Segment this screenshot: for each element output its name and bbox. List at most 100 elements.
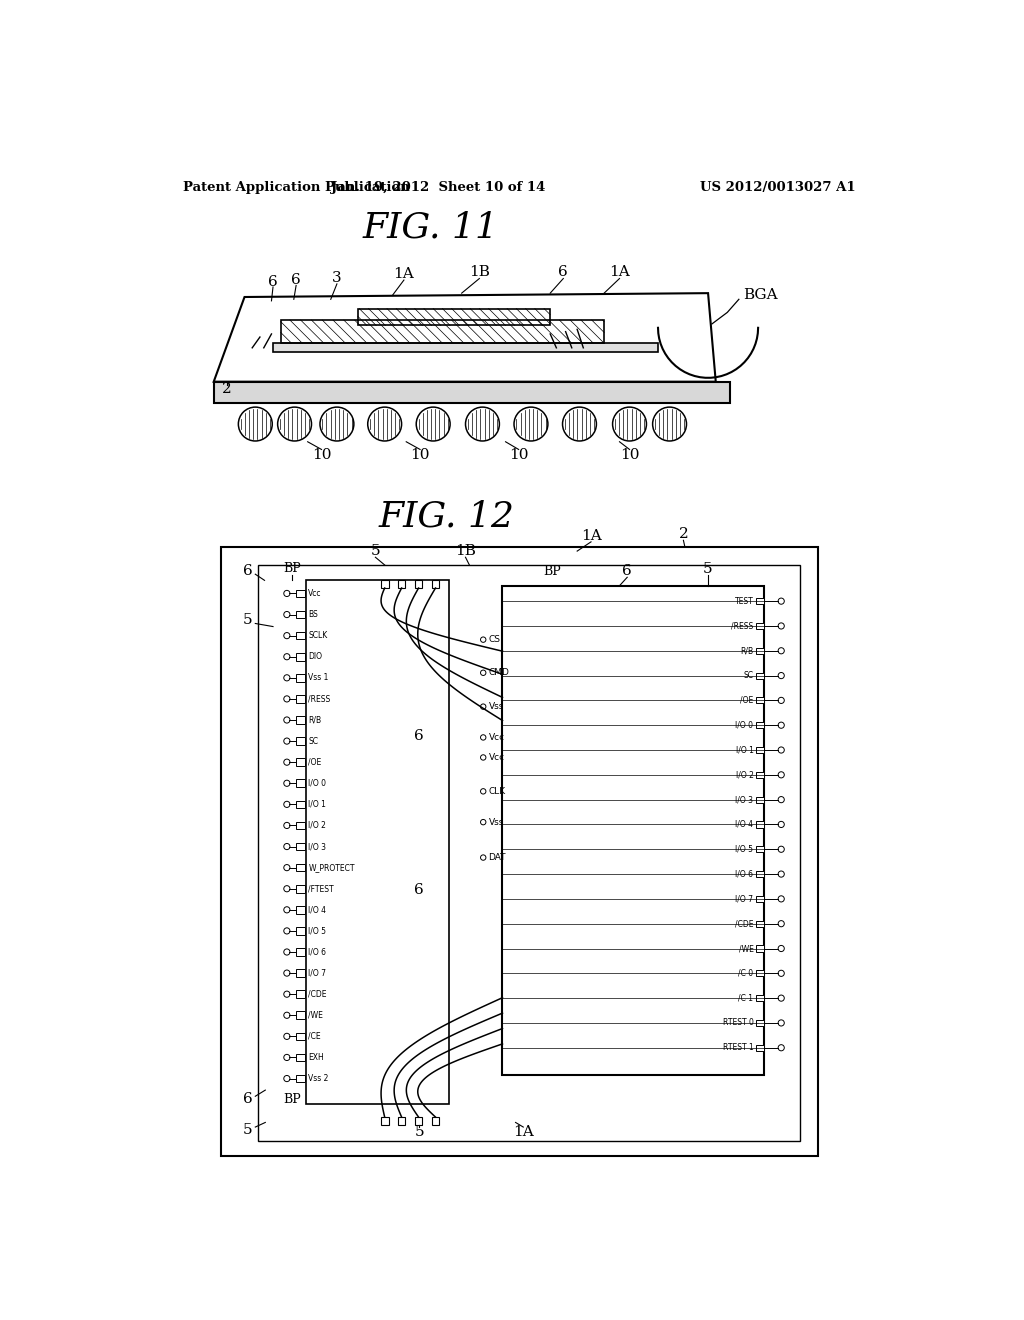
Text: FIG. 11: FIG. 11 [362, 211, 499, 244]
Text: I/O 6: I/O 6 [308, 948, 327, 957]
Text: I/O 3: I/O 3 [308, 842, 327, 851]
Text: I/O 0: I/O 0 [735, 721, 754, 730]
Bar [756, 945, 764, 952]
Bar [756, 672, 764, 678]
Text: 10: 10 [509, 447, 528, 462]
Bar [296, 611, 304, 618]
Bar [756, 796, 764, 803]
Text: I/O 7: I/O 7 [308, 969, 327, 978]
Text: /OE: /OE [308, 758, 322, 767]
Text: 5: 5 [415, 1126, 424, 1139]
Text: 1A: 1A [581, 529, 601, 543]
Text: 2: 2 [222, 383, 231, 396]
Text: DIO: DIO [308, 652, 323, 661]
Bar [756, 995, 764, 1001]
Bar [756, 772, 764, 777]
Bar [756, 871, 764, 878]
Bar [415, 1117, 422, 1125]
Bar [296, 821, 304, 829]
Text: R/B: R/B [308, 715, 322, 725]
Bar [756, 896, 764, 902]
Text: BP: BP [284, 562, 301, 576]
Text: RTEST 1: RTEST 1 [723, 1043, 754, 1052]
Text: Vss: Vss [488, 817, 504, 826]
Text: I/O 5: I/O 5 [735, 845, 754, 854]
Text: Jan. 19, 2012  Sheet 10 of 14: Jan. 19, 2012 Sheet 10 of 14 [332, 181, 546, 194]
Text: Vss: Vss [488, 702, 504, 711]
Text: Vss 2: Vss 2 [308, 1074, 329, 1082]
Text: I/O 3: I/O 3 [735, 795, 754, 804]
Text: /CDE: /CDE [308, 990, 327, 999]
Bar [756, 697, 764, 704]
Bar [381, 1117, 388, 1125]
Bar [296, 1032, 304, 1040]
Text: CS: CS [488, 635, 501, 644]
Bar [296, 738, 304, 744]
Text: CMD: CMD [488, 668, 510, 677]
Text: Vss 1: Vss 1 [308, 673, 329, 682]
Text: 1A: 1A [393, 267, 415, 281]
Bar [756, 970, 764, 977]
Bar [296, 842, 304, 850]
Bar [296, 948, 304, 956]
Text: I/O 7: I/O 7 [735, 895, 754, 903]
Bar [281, 321, 604, 343]
Text: Vcc: Vcc [488, 733, 505, 742]
Bar [756, 846, 764, 853]
Text: BS: BS [308, 610, 318, 619]
Bar [756, 920, 764, 927]
Bar [214, 381, 730, 404]
Text: 5: 5 [243, 614, 252, 627]
Text: TEST: TEST [735, 597, 754, 606]
Bar [415, 581, 422, 589]
Text: I/O 1: I/O 1 [308, 800, 327, 809]
Bar [296, 696, 304, 702]
Text: 6: 6 [623, 564, 632, 578]
Text: I/O 4: I/O 4 [735, 820, 754, 829]
Text: Vcc: Vcc [308, 589, 322, 598]
Text: /WE: /WE [738, 944, 754, 953]
Bar [296, 758, 304, 766]
Text: /RESS: /RESS [731, 622, 754, 631]
Text: I/O 1: I/O 1 [735, 746, 754, 755]
Bar [296, 927, 304, 935]
Text: 2: 2 [679, 527, 688, 541]
Text: R/B: R/B [740, 647, 754, 655]
Bar [432, 1117, 439, 1125]
Bar [756, 821, 764, 828]
Text: 6: 6 [268, 275, 278, 289]
Text: DAT: DAT [488, 853, 506, 862]
Text: W_PROTECT: W_PROTECT [308, 863, 355, 873]
Bar [296, 717, 304, 723]
Bar [296, 653, 304, 660]
Bar [296, 1074, 304, 1082]
Bar [432, 581, 439, 589]
Bar [756, 1044, 764, 1051]
Bar [296, 990, 304, 998]
Text: /CDE: /CDE [735, 919, 754, 928]
Text: 6: 6 [558, 265, 568, 280]
Bar [756, 598, 764, 605]
Bar [756, 722, 764, 729]
Bar [397, 1117, 406, 1125]
Bar [296, 779, 304, 787]
Bar [296, 632, 304, 639]
Text: BGA: BGA [742, 289, 777, 302]
Bar [296, 969, 304, 977]
Text: 6: 6 [291, 273, 301, 286]
Text: /C 1: /C 1 [738, 994, 754, 1003]
Text: 1A: 1A [513, 1126, 534, 1139]
Text: /FTEST: /FTEST [308, 884, 334, 894]
Text: 6: 6 [415, 729, 424, 743]
Text: I/O 2: I/O 2 [735, 771, 754, 779]
Text: 5: 5 [243, 1123, 252, 1137]
Text: I/O 0: I/O 0 [308, 779, 327, 788]
Text: 1A: 1A [609, 265, 630, 280]
Text: FIG. 12: FIG. 12 [378, 499, 514, 533]
Bar [756, 623, 764, 630]
Text: 10: 10 [411, 447, 430, 462]
Text: I/O 6: I/O 6 [735, 870, 754, 879]
Text: I/O 4: I/O 4 [308, 906, 327, 915]
Text: BP: BP [284, 1093, 301, 1106]
Text: 3: 3 [332, 271, 342, 285]
